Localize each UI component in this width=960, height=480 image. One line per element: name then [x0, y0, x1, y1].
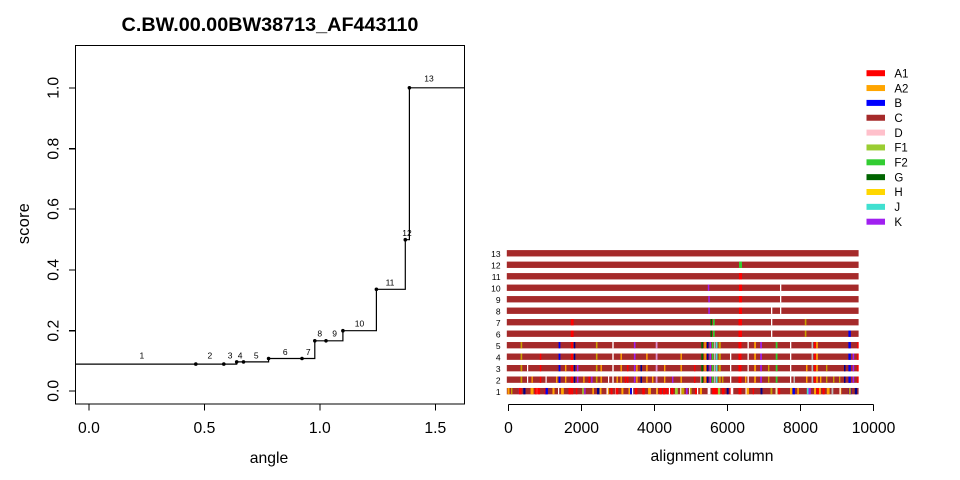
- svg-text:2000: 2000: [564, 420, 599, 437]
- svg-text:G: G: [894, 172, 903, 184]
- svg-text:5: 5: [496, 341, 501, 351]
- svg-text:4000: 4000: [637, 420, 672, 437]
- svg-text:J: J: [894, 202, 900, 214]
- svg-text:1: 1: [496, 387, 501, 397]
- svg-text:11: 11: [492, 272, 501, 282]
- svg-text:2: 2: [496, 375, 501, 385]
- svg-text:4: 4: [238, 351, 243, 361]
- svg-text:D: D: [894, 128, 902, 140]
- svg-text:1.5: 1.5: [424, 420, 446, 437]
- svg-text:C: C: [894, 113, 902, 125]
- svg-text:6: 6: [496, 329, 501, 339]
- svg-text:9: 9: [496, 295, 501, 305]
- svg-text:1.0: 1.0: [309, 420, 331, 437]
- svg-text:6: 6: [283, 347, 288, 357]
- svg-text:0: 0: [504, 420, 513, 437]
- svg-text:B: B: [894, 98, 902, 110]
- svg-text:10000: 10000: [852, 420, 896, 437]
- svg-text:10: 10: [355, 319, 365, 329]
- svg-text:0.4: 0.4: [46, 259, 63, 281]
- svg-text:8: 8: [496, 306, 501, 316]
- svg-text:K: K: [894, 217, 902, 229]
- svg-text:C.BW.00.00BW38713_AF443110: C.BW.00.00BW38713_AF443110: [122, 14, 419, 36]
- svg-text:1.0: 1.0: [46, 77, 63, 99]
- svg-text:5: 5: [254, 351, 259, 361]
- svg-text:3: 3: [228, 351, 233, 361]
- svg-text:8: 8: [317, 329, 322, 339]
- svg-text:13: 13: [491, 249, 501, 259]
- svg-text:score: score: [15, 203, 33, 244]
- svg-text:1: 1: [140, 351, 145, 361]
- svg-text:F1: F1: [894, 143, 907, 155]
- svg-text:0.0: 0.0: [46, 380, 63, 402]
- svg-text:12: 12: [491, 260, 501, 270]
- svg-text:H: H: [894, 187, 902, 199]
- svg-text:8000: 8000: [783, 420, 818, 437]
- svg-text:7: 7: [496, 318, 501, 328]
- svg-text:12: 12: [402, 228, 412, 238]
- svg-text:11: 11: [386, 278, 395, 288]
- svg-text:angle: angle: [250, 450, 289, 467]
- svg-text:0.2: 0.2: [46, 320, 63, 342]
- svg-text:2: 2: [208, 351, 213, 361]
- svg-text:0.5: 0.5: [193, 420, 215, 437]
- svg-text:13: 13: [424, 74, 434, 84]
- svg-text:A1: A1: [894, 68, 908, 80]
- svg-text:3: 3: [496, 364, 501, 374]
- svg-text:9: 9: [332, 329, 337, 339]
- svg-text:0.8: 0.8: [46, 138, 63, 160]
- svg-text:4: 4: [496, 352, 501, 362]
- svg-text:A2: A2: [894, 83, 908, 95]
- svg-text:0.6: 0.6: [46, 198, 63, 220]
- svg-text:7: 7: [306, 347, 311, 357]
- svg-text:10: 10: [491, 283, 501, 293]
- svg-text:6000: 6000: [710, 420, 745, 437]
- svg-text:F2: F2: [894, 158, 907, 170]
- svg-text:0.0: 0.0: [78, 420, 100, 437]
- svg-text:alignment column: alignment column: [651, 448, 774, 465]
